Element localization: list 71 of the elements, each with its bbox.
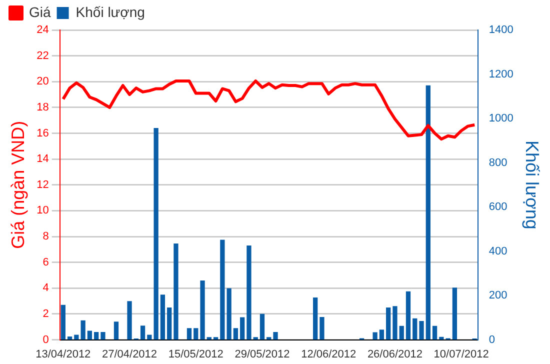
- bar: [266, 337, 272, 340]
- bar: [100, 332, 106, 340]
- bar: [140, 326, 146, 340]
- bar: [194, 328, 198, 340]
- y-tick-label: 18: [36, 101, 49, 114]
- y2-tick-label: 1000: [488, 112, 514, 125]
- y2-tick-label: 600: [488, 201, 508, 214]
- y2-axis-title: Khối lượng: [522, 140, 542, 230]
- x-tick-label: 27/04/2012: [102, 348, 158, 360]
- bar: [174, 244, 178, 340]
- y-tick-label: 4: [42, 282, 49, 294]
- y-tick-label: 20: [36, 76, 49, 88]
- bar: [186, 328, 192, 340]
- y-axis-title: Giá (ngàn VND): [8, 120, 28, 249]
- bar: [213, 337, 218, 340]
- bar: [147, 334, 152, 340]
- x-tick-label: 13/04/2012: [36, 348, 91, 360]
- bar: [94, 332, 99, 340]
- y2-tick-label: 400: [488, 245, 508, 258]
- bar: [260, 314, 265, 340]
- bar: [160, 294, 166, 340]
- bar: [154, 128, 158, 340]
- bar: [80, 320, 86, 340]
- x-tick-label: 15/05/2012: [168, 348, 224, 360]
- bar: [233, 328, 238, 340]
- bar: [412, 318, 418, 340]
- y2-tick-label: 1200: [488, 68, 514, 80]
- x-tick-label: 26/06/2012: [367, 348, 423, 360]
- bar: [406, 291, 411, 340]
- bar: [372, 332, 378, 340]
- bar: [426, 85, 430, 340]
- bar: [392, 306, 398, 340]
- y-tick-label: 10: [36, 204, 49, 217]
- bar: [273, 332, 278, 340]
- bar: [313, 298, 318, 340]
- bar: [419, 320, 424, 340]
- bar: [240, 317, 245, 340]
- y-tick-label: 2: [42, 308, 49, 320]
- bar: [379, 330, 384, 340]
- x-tick-label: 29/05/2012: [234, 348, 290, 360]
- bar: [253, 337, 258, 340]
- legend-label: Giá: [29, 4, 51, 20]
- y-tick-label: 24: [36, 24, 49, 36]
- y2-tick-label: 800: [488, 156, 508, 169]
- bar: [60, 304, 66, 340]
- bar: [167, 307, 172, 340]
- bar: [432, 326, 438, 340]
- legend-label: Khối lượng: [76, 4, 145, 20]
- y-tick-label: 12: [36, 178, 49, 191]
- bar: [320, 317, 324, 340]
- y2-tick-label: 0: [488, 334, 496, 346]
- bar: [87, 330, 92, 340]
- y-tick-label: 0: [42, 334, 49, 346]
- x-tick-label: 12/06/2012: [301, 348, 356, 360]
- y2-tick-label: 1400: [488, 24, 514, 36]
- bar: [452, 288, 458, 340]
- y2-tick-label: 200: [488, 290, 508, 302]
- bar: [114, 322, 119, 340]
- x-tick-label: 10/07/2012: [434, 348, 489, 360]
- bar: [399, 326, 404, 340]
- bar: [200, 280, 205, 340]
- y-tick-label: 14: [36, 153, 49, 166]
- y-tick-label: 22: [36, 50, 49, 62]
- bar: [386, 307, 391, 340]
- bar: [246, 246, 252, 340]
- y-tick-label: 16: [36, 127, 49, 140]
- bar: [127, 301, 132, 340]
- bar: [74, 334, 79, 340]
- y-tick-label: 6: [42, 256, 49, 268]
- y-tick-label: 8: [42, 230, 49, 243]
- bar: [206, 337, 212, 340]
